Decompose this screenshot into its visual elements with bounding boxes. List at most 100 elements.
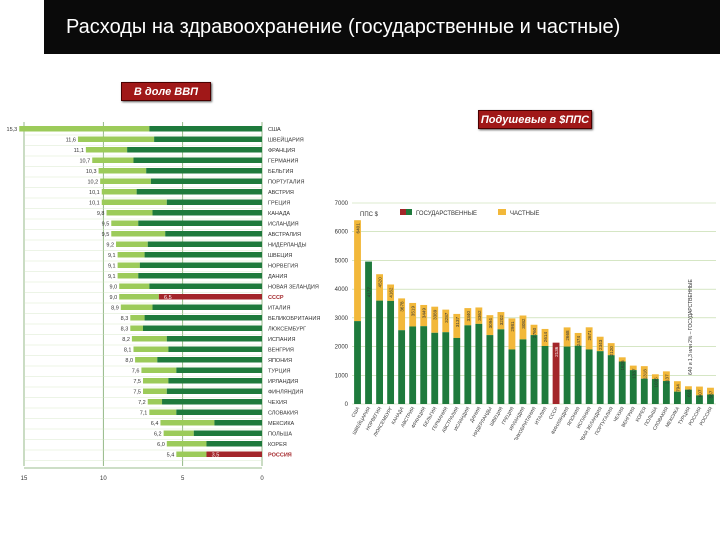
pc-bar-public <box>707 394 714 404</box>
pc-bar-public <box>563 346 571 404</box>
gdp-bar-private <box>163 430 194 436</box>
gdp-total-label: 10,1 <box>89 201 100 207</box>
gdp-country-label: СССР <box>268 295 284 301</box>
pc-value-label: 3202 <box>499 315 504 326</box>
gdp-bar-public <box>139 262 262 268</box>
pc-bar-private <box>376 274 383 301</box>
pc-bar-public <box>431 332 439 404</box>
gdp-total-label: 10,2 <box>87 180 98 186</box>
pc-value-label: 3287 <box>444 312 449 323</box>
gdp-bar-private <box>141 367 177 373</box>
gdp-bar-private <box>120 304 153 310</box>
gdp-country-label: КОРЕЯ <box>268 442 287 448</box>
gdp-bar-private <box>147 399 163 405</box>
pc-bar-private <box>574 332 582 346</box>
gdp-bar-public <box>166 336 262 342</box>
gdp-total-label: 9,1 <box>108 274 116 280</box>
gdp-share-tag: В доле ВВП <box>121 82 211 101</box>
gdp-bar-private <box>130 315 145 321</box>
gdp-total-label: 9,1 <box>108 253 116 259</box>
pc-value-label: 2614 <box>543 332 548 343</box>
gdp-bar-public <box>150 178 262 184</box>
pc-bar-private <box>530 324 538 336</box>
gdp-bar-private <box>160 420 215 426</box>
pc-value-label: 3082 <box>521 318 526 329</box>
gdp-total-label: 9,0 <box>110 285 118 291</box>
gdp-country-label: АВСТРИЯ <box>268 190 294 196</box>
pc-bar-public <box>354 321 361 404</box>
gdp-country-label: ЯПОНИЯ <box>268 358 292 364</box>
pc-value-label: 3519 <box>411 306 416 317</box>
gdp-country-label: НИДЕРЛАНДЫ <box>268 243 307 249</box>
gdp-total-label: 9,5 <box>102 232 110 238</box>
gdp-total-label: 7,6 <box>132 369 140 375</box>
pc-bar-public <box>651 379 659 404</box>
gdp-total-label: 7,2 <box>138 400 146 406</box>
gdp-total-label: 6,4 <box>151 421 159 427</box>
pc-bar-private <box>387 284 395 301</box>
pc-legend-private: ЧАСТНЫЕ <box>510 211 539 217</box>
gdp-bar-public <box>214 420 262 426</box>
pc-bar-public <box>442 332 450 404</box>
pc-bar-private <box>541 328 549 346</box>
pc-bar-private <box>486 315 494 336</box>
pc-y-tick: 2000 <box>335 345 349 351</box>
pc-value-label: 4162 <box>389 287 394 298</box>
pc-bar-private <box>398 298 406 331</box>
pc-bar-public <box>585 349 593 404</box>
gdp-bar-public <box>144 252 262 258</box>
pc-legend-swatch-highlight <box>400 209 406 215</box>
gdp-bar-public <box>193 430 262 436</box>
pc-annotation: 640 и 1,3 или 2% – ГОСУДАРСТВЕННЫЕ <box>688 279 694 375</box>
gdp-x-tick: 10 <box>100 476 107 480</box>
gdp-bar-private <box>176 451 207 457</box>
pc-bar-public <box>541 345 549 404</box>
gdp-country-label: ПОРТУГАЛИЯ <box>268 180 304 186</box>
gdp-share-chart: 15 10 5 0 15,3 США 11,6 ШВЕЙЦАРИЯ 11,1 ФРАНЦИЯ 10,… <box>7 122 320 480</box>
pc-value-label: 2981 <box>510 321 515 332</box>
pc-bar-private <box>519 315 527 340</box>
pc-country-label: СССР <box>548 406 560 421</box>
gdp-total-label: 9,5 <box>102 222 110 228</box>
gdp-total-label: 7,5 <box>133 379 141 385</box>
gdp-bar-private <box>101 189 137 195</box>
pc-bar-private <box>585 327 593 350</box>
gdp-bar-private <box>133 346 169 352</box>
gdp-bar-private <box>92 157 134 163</box>
gdp-total-label: 9,2 <box>106 243 114 249</box>
pc-bar-private <box>707 387 714 395</box>
gdp-country-label: ГЕРМАНИЯ <box>268 159 298 165</box>
pc-bar-public <box>696 395 703 404</box>
pc-value-label: 3094 <box>488 318 493 329</box>
gdp-country-label: ЧЕХИЯ <box>268 400 287 406</box>
pc-bar-private <box>475 307 483 324</box>
gdp-total-label: 8,3 <box>121 316 129 322</box>
pc-value-label: 2760 <box>532 327 537 338</box>
gdp-bar-public <box>168 346 262 352</box>
pc-y-tick: 3000 <box>335 316 349 322</box>
gdp-x-tick: 5 <box>181 476 185 480</box>
pc-bar-private <box>596 336 604 352</box>
pc-bar-private <box>508 318 516 350</box>
gdp-bar-public <box>152 304 262 310</box>
gdp-total-label: 9,8 <box>97 211 105 217</box>
pc-bar-public <box>552 342 560 404</box>
gdp-bar-private <box>111 220 139 226</box>
pc-bar-private <box>618 357 626 362</box>
pc-value-label: 2671 <box>587 330 592 341</box>
gdp-x-tick: 15 <box>21 476 28 480</box>
gdp-country-label: ЛЮКСЕМБУРГ <box>268 327 306 333</box>
pc-bar-private <box>354 220 361 322</box>
gdp-country-label: ГРЕЦИЯ <box>268 201 290 207</box>
gdp-bar-public <box>143 325 262 331</box>
gdp-bar-public <box>146 168 262 174</box>
pc-bar-private <box>409 302 417 327</box>
gdp-total-label: 10,7 <box>80 159 91 165</box>
pc-legend-swatch-public <box>406 209 412 215</box>
pc-bar-public <box>640 378 648 404</box>
pc-bar-public <box>607 355 615 404</box>
pc-bar-public <box>475 323 483 404</box>
pc-bar-public <box>508 349 516 404</box>
gdp-bar-private <box>143 378 169 384</box>
pc-y-tick: 1000 <box>335 373 349 379</box>
